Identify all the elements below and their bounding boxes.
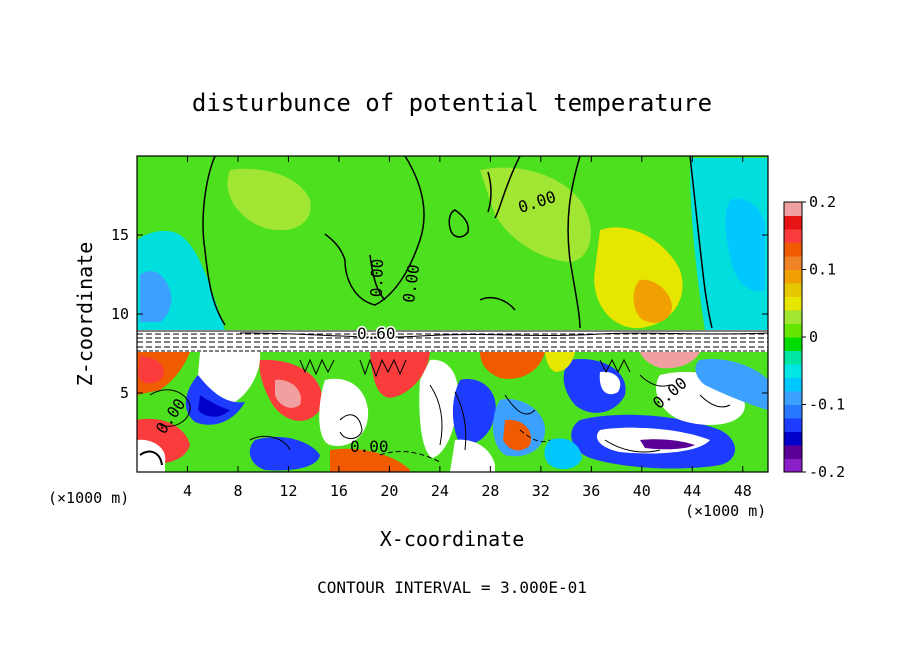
colorbar-tick-label: -0.1 (809, 396, 845, 414)
x-tick-label: 36 (582, 482, 600, 500)
warm-anomaly-right-core (633, 279, 672, 323)
contour-label: 0.00 (350, 437, 389, 456)
y-axis: 5 10 15 (111, 226, 768, 402)
contour-label: 0.00 (367, 258, 387, 297)
colorbar-swatch (784, 283, 802, 297)
cold-anomaly-right-core (725, 198, 765, 292)
x-tick-label: 32 (532, 482, 550, 500)
colorbar-swatch (784, 229, 802, 243)
colorbar-tick-label: 0.1 (809, 261, 836, 279)
contour-label: 0.60 (357, 324, 396, 343)
x-tick-label: 40 (633, 482, 651, 500)
colorbar-swatch (784, 458, 802, 473)
colorbar-swatch (784, 296, 802, 311)
x-tick-label: 4 (183, 482, 192, 500)
y-tick-label: 10 (111, 305, 129, 323)
contour-interval-footer: CONTOUR INTERVAL = 3.000E-01 (317, 578, 587, 597)
colorbar-swatch (784, 215, 802, 230)
colorbar-swatch (784, 323, 802, 338)
colorbar-swatch (784, 404, 802, 419)
y-tick-label: 5 (120, 384, 129, 402)
colorbar-swatch (784, 256, 802, 270)
x-tick-label: 16 (330, 482, 348, 500)
colorbar-swatch (784, 350, 802, 365)
x-tick-label: 44 (683, 482, 701, 500)
colorbar-swatch (784, 364, 802, 378)
colorbar: 0.2 0.1 0 -0.1 -0.2 (783, 193, 845, 481)
colorbar-tick-label: -0.2 (809, 463, 845, 481)
warm-anomaly-top (480, 167, 591, 262)
colorbar-swatch (784, 242, 802, 257)
colorbar-tick-label: 0.2 (809, 193, 836, 211)
warm-anomaly-left-top (227, 168, 311, 231)
colorbar-swatch (784, 377, 802, 392)
x-unit-right: (×1000 m) (685, 502, 766, 520)
colorbar-swatch (784, 337, 802, 351)
turbulent-eddies (137, 352, 768, 472)
inversion-contours (137, 330, 768, 352)
x-tick-label: 20 (380, 482, 398, 500)
y-axis-label: Z-coordinate (73, 242, 97, 387)
x-unit-left: (×1000 m) (48, 489, 129, 507)
chart-title: disturbunce of potential temperature (192, 89, 712, 117)
x-tick-label: 24 (431, 482, 449, 500)
x-tick-label: 8 (233, 482, 242, 500)
x-axis: 4 8 12 16 20 24 28 32 36 40 44 48 (183, 156, 752, 500)
colorbar-swatch (784, 418, 802, 432)
colorbar-swatch (784, 391, 802, 405)
lower-contours (139, 358, 731, 466)
colorbar-swatch (784, 310, 802, 324)
x-tick-label: 12 (279, 482, 297, 500)
x-axis-label: X-coordinate (380, 527, 525, 551)
colorbar-swatch (784, 445, 802, 459)
colorbar-tick-label: 0 (809, 328, 818, 346)
plot-area: 0.00 0.00 0.00 0.60 0.00 0.00 0.00 (137, 156, 768, 472)
cold-anomaly-left-core (140, 271, 172, 322)
colorbar-swatch (784, 202, 802, 216)
y-tick-label: 15 (111, 226, 129, 244)
x-tick-label: 28 (481, 482, 499, 500)
upper-contours (202, 156, 713, 329)
x-tick-label: 48 (734, 482, 752, 500)
colorbar-swatch (784, 269, 802, 284)
colorbar-swatch (784, 431, 802, 446)
